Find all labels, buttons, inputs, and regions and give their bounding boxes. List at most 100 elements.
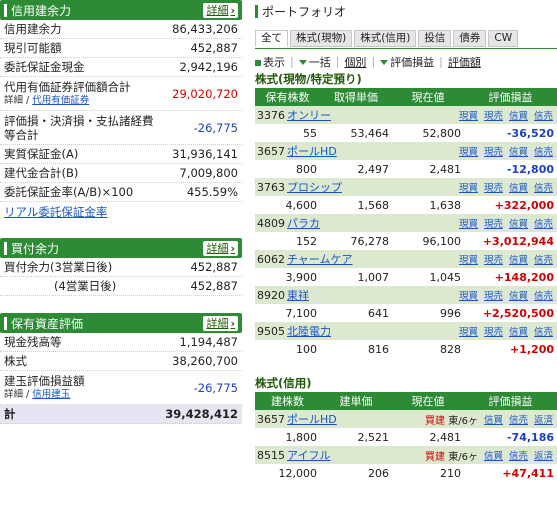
assets-header: 保有資産評価 詳細 › bbox=[0, 313, 242, 333]
chevron-right-icon: › bbox=[230, 3, 235, 17]
tab-cash-stock[interactable]: 株式(現物) bbox=[290, 30, 353, 47]
action-link[interactable]: 信売 bbox=[533, 255, 553, 266]
individual-toggle[interactable]: 個別 bbox=[344, 55, 367, 69]
tab-funds[interactable]: 投信 bbox=[418, 30, 452, 47]
position-pl-row: 建玉評価損益額 詳細 / 信用建玉 -26,775 bbox=[0, 371, 242, 405]
action-link[interactable]: 現売 bbox=[483, 147, 503, 158]
tab-bonds[interactable]: 債券 bbox=[453, 30, 487, 47]
portfolio-controls: 表示 | 一括 | 個別 | 評価損益 | 評価額 bbox=[255, 53, 557, 70]
stock-name-link[interactable]: 東祥 bbox=[287, 289, 309, 302]
margin-position-link[interactable]: 信用建玉 bbox=[32, 388, 71, 400]
row-actions: 現買 現売 信買 信売 bbox=[459, 252, 557, 266]
stock-name-link[interactable]: プロシップ bbox=[287, 181, 342, 194]
action-link[interactable]: 現売 bbox=[483, 111, 503, 122]
table-row-values: 100 816 828 +1,200 bbox=[255, 340, 557, 358]
tab-divider bbox=[255, 48, 557, 49]
market-term-label: 東/6ヶ bbox=[448, 415, 478, 427]
tab-cw[interactable]: CW bbox=[488, 30, 519, 47]
action-link[interactable]: 現買 bbox=[458, 147, 478, 158]
buying-row: (4営業日後) 452,887 bbox=[0, 277, 242, 296]
header-bar-icon bbox=[4, 3, 7, 17]
action-link[interactable]: 信買 bbox=[508, 255, 528, 266]
action-link[interactable]: 信買 bbox=[508, 147, 528, 158]
action-link[interactable]: 現売 bbox=[483, 255, 503, 266]
row-actions: 現買 現売 信買 信売 bbox=[459, 288, 557, 302]
substitute-securities-link[interactable]: 代用有価証券 bbox=[32, 94, 90, 106]
chevron-right-icon: › bbox=[230, 316, 235, 330]
cost-cell: 76,278 bbox=[350, 234, 390, 248]
chevron-down-icon bbox=[380, 60, 389, 65]
price-cell: 1,045 bbox=[429, 270, 462, 284]
cost-cell: 1,568 bbox=[357, 198, 390, 212]
portfolio-header: ポートフォリオ bbox=[255, 0, 557, 22]
action-link[interactable]: 信売 bbox=[508, 415, 528, 426]
action-link[interactable]: 現買 bbox=[458, 291, 478, 302]
table-row: 3376 オンリー 現買 現売 信買 信売 bbox=[255, 106, 557, 124]
action-link[interactable]: 現買 bbox=[458, 111, 478, 122]
table-row: 9505 北陸電力 現買 現売 信買 信売 bbox=[255, 322, 557, 340]
price-cell: 210 bbox=[440, 466, 461, 480]
action-link[interactable]: 現買 bbox=[458, 327, 478, 338]
action-link[interactable]: 現売 bbox=[483, 219, 503, 230]
price-cell: 2,481 bbox=[429, 430, 462, 444]
action-link[interactable]: 信売 bbox=[533, 111, 553, 122]
table-row-values: 1,800 2,521 2,481 -74,186 bbox=[255, 428, 557, 446]
stock-name-link[interactable]: オンリー bbox=[287, 109, 331, 122]
action-link[interactable]: 信売 bbox=[533, 147, 553, 158]
cost-cell: 641 bbox=[368, 306, 389, 320]
pl-cell: +322,000 bbox=[494, 198, 554, 212]
tab-all[interactable]: 全て bbox=[255, 30, 288, 47]
credit-detail-button[interactable]: 詳細 › bbox=[203, 2, 238, 18]
action-link[interactable]: 信買 bbox=[483, 415, 503, 426]
table-row-values: 3,900 1,007 1,045 +148,200 bbox=[255, 268, 557, 286]
table-row: 6062 チャームケア 現買 現売 信買 信売 bbox=[255, 250, 557, 268]
stock-name-link[interactable]: ポールHD bbox=[287, 413, 337, 426]
stock-name-link[interactable]: アイフル bbox=[287, 449, 331, 462]
valuation-toggle[interactable]: 評価額 bbox=[447, 55, 481, 69]
buying-detail-button[interactable]: 詳細 › bbox=[203, 240, 238, 256]
assets-detail-button[interactable]: 詳細 › bbox=[203, 315, 238, 331]
action-link[interactable]: 信買 bbox=[483, 451, 503, 462]
header-bar-icon bbox=[4, 316, 7, 330]
bulk-toggle[interactable]: 一括 bbox=[298, 54, 331, 70]
action-link[interactable]: 信買 bbox=[508, 219, 528, 230]
action-link[interactable]: 現買 bbox=[458, 219, 478, 230]
stock-name-link[interactable]: 北陸電力 bbox=[287, 325, 331, 338]
realtime-margin-link[interactable]: リアル委託保証金率 bbox=[4, 204, 108, 219]
action-link[interactable]: 信売 bbox=[533, 327, 553, 338]
action-link[interactable]: 現売 bbox=[483, 291, 503, 302]
action-link[interactable]: 信売 bbox=[533, 219, 553, 230]
tab-margin-stock[interactable]: 株式(信用) bbox=[354, 30, 417, 47]
portfolio-title: ポートフォリオ bbox=[262, 4, 347, 19]
stock-name-link[interactable]: チャームケア bbox=[287, 253, 353, 266]
table-row: 8920 東祥 現買 現売 信買 信売 bbox=[255, 286, 557, 304]
stock-name-link[interactable]: ポールHD bbox=[287, 145, 337, 158]
row-actions: 信買 信売 返済 bbox=[484, 412, 557, 426]
action-link[interactable]: 信売 bbox=[533, 183, 553, 194]
action-link[interactable]: 信買 bbox=[508, 183, 528, 194]
action-link[interactable]: 返済 bbox=[533, 415, 553, 426]
cost-cell: 816 bbox=[368, 342, 389, 356]
action-link[interactable]: 現買 bbox=[458, 255, 478, 266]
pl-cell: -12,800 bbox=[506, 162, 554, 176]
action-link[interactable]: 返済 bbox=[533, 451, 553, 462]
action-link[interactable]: 信買 bbox=[508, 111, 528, 122]
action-link[interactable]: 現買 bbox=[458, 183, 478, 194]
square-icon bbox=[255, 59, 261, 66]
row-actions: 現買 現売 信買 信売 bbox=[459, 324, 557, 338]
action-link[interactable]: 信売 bbox=[533, 291, 553, 302]
pl-toggle[interactable]: 評価損益 bbox=[380, 54, 434, 70]
cost-cell: 206 bbox=[368, 466, 389, 480]
quantity-cell: 55 bbox=[303, 126, 317, 140]
action-link[interactable]: 信買 bbox=[508, 291, 528, 302]
table-row: 8515 アイフル 買建 東/6ヶ 信買 信売 返済 bbox=[255, 446, 557, 464]
price-cell: 996 bbox=[440, 306, 461, 320]
row-actions: 信買 信売 返済 bbox=[484, 448, 557, 462]
action-link[interactable]: 現売 bbox=[483, 327, 503, 338]
action-link[interactable]: 信買 bbox=[508, 327, 528, 338]
action-link[interactable]: 現売 bbox=[483, 183, 503, 194]
action-link[interactable]: 信売 bbox=[508, 451, 528, 462]
stock-name-link[interactable]: パラカ bbox=[287, 217, 320, 230]
price-cell: 828 bbox=[440, 342, 461, 356]
credit-title: 信用建余力 bbox=[11, 3, 72, 18]
